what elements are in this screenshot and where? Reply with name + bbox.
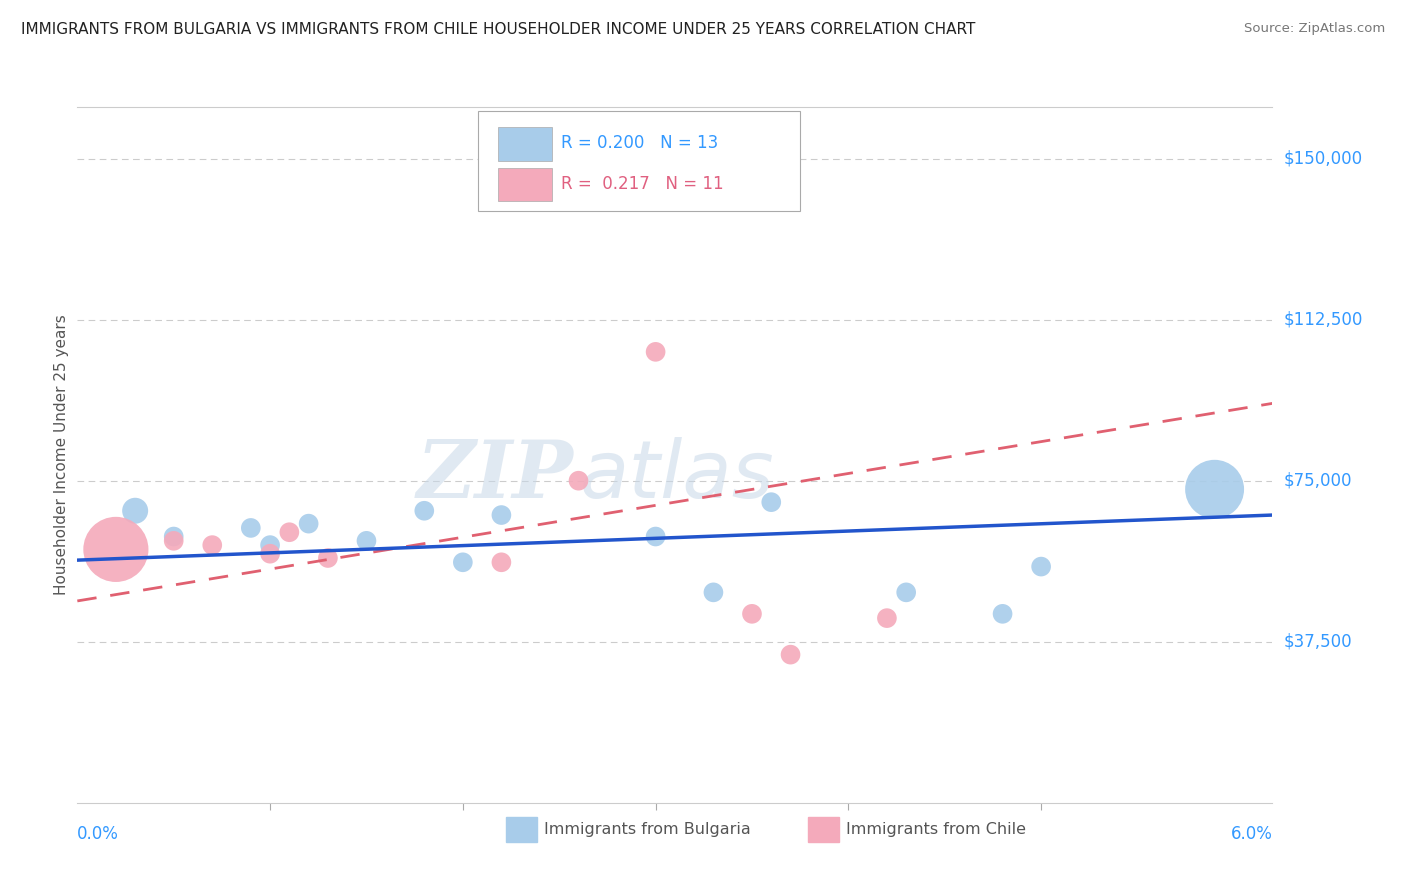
Point — [298, 516, 321, 531]
Point — [239, 521, 262, 535]
Text: $112,500: $112,500 — [1284, 310, 1362, 328]
Point — [896, 585, 918, 599]
Point — [124, 504, 146, 518]
FancyBboxPatch shape — [498, 168, 551, 201]
Text: Immigrants from Chile: Immigrants from Chile — [846, 822, 1026, 837]
Text: 0.0%: 0.0% — [77, 825, 120, 843]
Point — [163, 533, 186, 548]
Point — [644, 344, 666, 359]
Point — [259, 547, 281, 561]
Point — [201, 538, 224, 552]
Point — [741, 607, 763, 621]
Point — [451, 555, 474, 569]
Point — [278, 525, 301, 540]
Point — [413, 504, 436, 518]
Point — [876, 611, 898, 625]
Point — [761, 495, 783, 509]
Text: $75,000: $75,000 — [1284, 472, 1353, 490]
Point — [356, 533, 378, 548]
Y-axis label: Householder Income Under 25 years: Householder Income Under 25 years — [53, 315, 69, 595]
Text: Source: ZipAtlas.com: Source: ZipAtlas.com — [1244, 22, 1385, 36]
Text: atlas: atlas — [579, 437, 775, 515]
Text: 6.0%: 6.0% — [1230, 825, 1272, 843]
Point — [491, 508, 513, 522]
Point — [779, 648, 801, 662]
Text: $150,000: $150,000 — [1284, 150, 1362, 168]
Text: R = 0.200   N = 13: R = 0.200 N = 13 — [561, 134, 718, 153]
Point — [702, 585, 724, 599]
Text: IMMIGRANTS FROM BULGARIA VS IMMIGRANTS FROM CHILE HOUSEHOLDER INCOME UNDER 25 YE: IMMIGRANTS FROM BULGARIA VS IMMIGRANTS F… — [21, 22, 976, 37]
Point — [991, 607, 1014, 621]
FancyBboxPatch shape — [498, 128, 551, 161]
Text: ZIP: ZIP — [416, 437, 574, 515]
Point — [316, 551, 339, 566]
FancyBboxPatch shape — [478, 111, 800, 211]
Text: R =  0.217   N = 11: R = 0.217 N = 11 — [561, 175, 724, 193]
Point — [163, 529, 186, 543]
Text: Immigrants from Bulgaria: Immigrants from Bulgaria — [544, 822, 751, 837]
Point — [1204, 483, 1226, 497]
Point — [104, 542, 127, 557]
Point — [644, 529, 666, 543]
Point — [259, 538, 281, 552]
Point — [1029, 559, 1052, 574]
Text: $37,500: $37,500 — [1284, 632, 1353, 651]
Point — [567, 474, 589, 488]
Point — [491, 555, 513, 569]
